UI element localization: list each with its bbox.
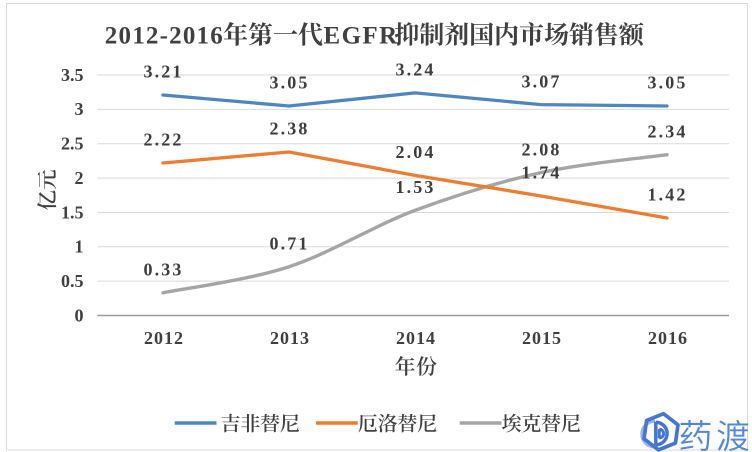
svg-text:2014: 2014 — [396, 328, 436, 348]
svg-text:2.34: 2.34 — [648, 121, 688, 141]
svg-text:3.21: 3.21 — [144, 62, 184, 82]
svg-text:3.05: 3.05 — [270, 73, 310, 93]
svg-text:EGFR: EGFR — [324, 23, 399, 50]
svg-text:3.07: 3.07 — [522, 71, 562, 91]
svg-text:0.5: 0.5 — [61, 271, 84, 291]
svg-text:0.71: 0.71 — [270, 233, 310, 253]
svg-text:1.53: 1.53 — [396, 177, 436, 197]
svg-text:2016: 2016 — [648, 328, 688, 348]
svg-text:1: 1 — [75, 237, 84, 257]
svg-text:0: 0 — [75, 305, 84, 325]
svg-text:2013: 2013 — [270, 328, 310, 348]
svg-text:1.42: 1.42 — [648, 185, 688, 205]
svg-text:2015: 2015 — [522, 328, 562, 348]
svg-text:2012-2016: 2012-2016 — [105, 23, 224, 50]
svg-text:2.5: 2.5 — [61, 134, 84, 154]
svg-text:1.74: 1.74 — [522, 163, 562, 183]
svg-text:3.05: 3.05 — [648, 73, 688, 93]
svg-text:2.04: 2.04 — [396, 142, 436, 162]
svg-text:2.22: 2.22 — [144, 130, 184, 150]
svg-text:2: 2 — [75, 168, 84, 188]
svg-text:3.5: 3.5 — [61, 65, 84, 85]
svg-text:0.33: 0.33 — [144, 260, 184, 280]
svg-text:2012: 2012 — [144, 328, 184, 348]
svg-text:3.24: 3.24 — [396, 60, 436, 80]
svg-text:2.38: 2.38 — [270, 119, 310, 139]
svg-text:3: 3 — [75, 99, 84, 119]
svg-text:2.08: 2.08 — [522, 139, 562, 159]
svg-text:1.5: 1.5 — [61, 202, 84, 222]
